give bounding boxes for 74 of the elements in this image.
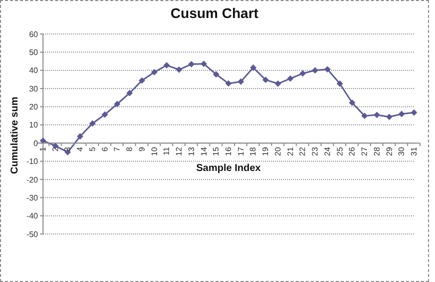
x-tick-label: 28	[372, 146, 382, 156]
x-tick-label: 26	[348, 146, 357, 156]
x-tick-label: 29	[384, 146, 394, 156]
x-tick-label: 20	[273, 146, 282, 156]
x-tick-label: 8	[125, 146, 134, 152]
point	[212, 71, 220, 78]
x-tick-label: 11	[162, 146, 172, 156]
y-tick-label: 0	[34, 138, 39, 148]
point	[287, 75, 294, 82]
point	[151, 68, 158, 76]
x-tick-label: 18	[248, 146, 258, 156]
x-tick-label: 31	[410, 146, 418, 156]
point	[188, 60, 195, 68]
point	[138, 77, 146, 84]
x-tick-label: 14	[199, 146, 208, 156]
point	[114, 100, 120, 108]
y-axis-title: Cumulative sum	[10, 96, 21, 174]
y-tick-label: -30	[26, 193, 39, 202]
x-tick-label: 5	[88, 146, 97, 152]
y-tick-label: 10	[29, 120, 39, 130]
y-tick-label: 30	[29, 84, 39, 94]
chart-title: Cusum Chart	[170, 5, 260, 21]
point	[324, 66, 331, 72]
point	[250, 64, 256, 71]
x-tick-label: 24	[322, 146, 332, 156]
point	[262, 76, 269, 84]
x-tick-label: 21	[286, 146, 295, 156]
point	[348, 100, 356, 106]
point	[89, 120, 96, 127]
point	[163, 62, 170, 68]
y-tick-label: -10	[26, 157, 39, 166]
x-tick-label: 30	[397, 146, 406, 156]
x-tick-label: 25	[335, 146, 344, 156]
point	[386, 114, 392, 120]
point	[398, 110, 405, 118]
x-tick-label: 4	[76, 146, 85, 152]
x-tick-label: 23	[310, 146, 320, 156]
x-axis-title: Sample Index	[196, 163, 262, 174]
point	[300, 70, 306, 77]
x-tick-label: 6	[100, 146, 110, 152]
point	[102, 111, 108, 118]
y-tick-label: 60	[29, 30, 39, 39]
x-tick-label: 9	[137, 146, 146, 152]
point	[274, 80, 282, 87]
y-tick-label: -40	[26, 212, 39, 221]
x-tick-label: 13	[186, 146, 196, 156]
point	[200, 60, 207, 68]
x-tick-label: 27	[360, 146, 370, 156]
x-tick-label: 7	[112, 146, 122, 152]
x-tick-label: 16	[224, 146, 233, 156]
x-tick-label: 17	[236, 146, 246, 156]
point	[76, 133, 84, 140]
x-tick-label: 12	[174, 146, 184, 156]
point	[361, 112, 368, 120]
y-tick-label: -50	[26, 230, 39, 239]
point	[336, 80, 343, 87]
x-tick-label: 2	[50, 146, 60, 152]
point	[176, 66, 182, 73]
point	[225, 80, 232, 87]
point	[312, 67, 318, 74]
y-tick-label: -20	[26, 175, 39, 184]
point	[238, 78, 244, 85]
x-tick-label: 15	[212, 146, 221, 156]
point	[126, 90, 133, 96]
point	[410, 109, 418, 116]
x-tick-label: 1	[38, 146, 48, 152]
point	[374, 112, 380, 118]
x-tick-label: 3	[63, 146, 72, 152]
y-tick-label: 40	[29, 66, 39, 76]
x-tick-label: 19	[261, 146, 270, 156]
y-tick-label: 50	[29, 48, 39, 58]
x-tick-label: 22	[298, 146, 308, 156]
x-tick-label: 10	[150, 146, 159, 156]
y-tick-label: 20	[29, 102, 39, 112]
